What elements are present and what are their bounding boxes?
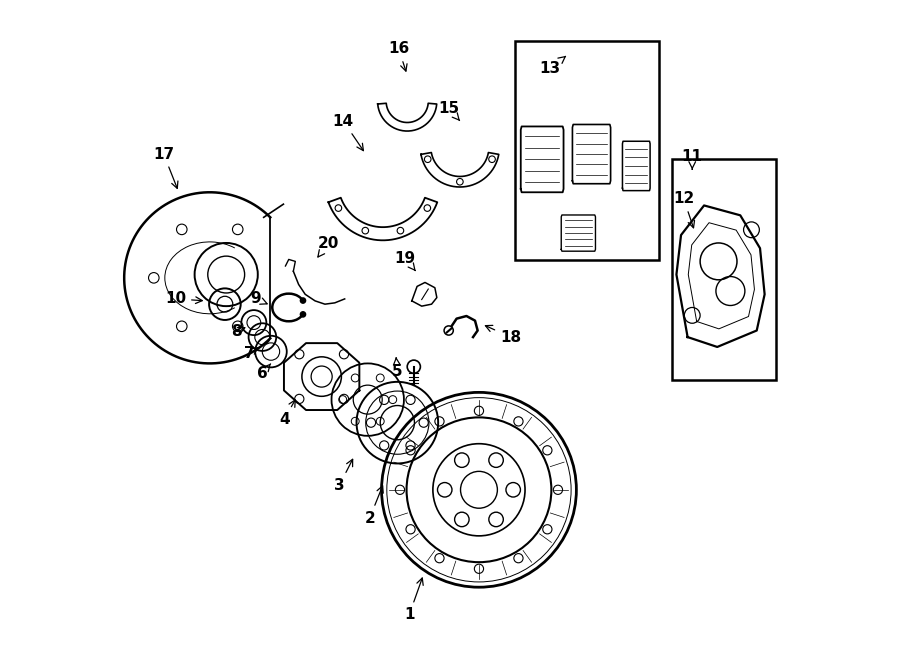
Text: 4: 4 <box>279 400 295 427</box>
Circle shape <box>407 360 420 373</box>
Bar <box>672 159 777 380</box>
Text: 11: 11 <box>681 149 703 169</box>
Bar <box>515 41 660 260</box>
Text: 14: 14 <box>333 114 364 151</box>
Polygon shape <box>572 124 610 184</box>
Text: 17: 17 <box>153 147 178 188</box>
Text: 6: 6 <box>257 364 271 381</box>
Text: 5: 5 <box>392 358 402 379</box>
Text: 2: 2 <box>364 486 383 525</box>
Text: 13: 13 <box>539 56 565 76</box>
Polygon shape <box>328 198 437 241</box>
Text: 20: 20 <box>318 236 339 257</box>
Polygon shape <box>378 103 436 131</box>
Text: 9: 9 <box>250 292 267 307</box>
Text: 8: 8 <box>230 325 245 339</box>
Polygon shape <box>623 141 650 190</box>
Polygon shape <box>521 126 563 192</box>
Text: 15: 15 <box>438 100 460 120</box>
Circle shape <box>301 298 306 303</box>
Text: 16: 16 <box>388 41 410 71</box>
Text: 10: 10 <box>165 292 202 307</box>
Text: 7: 7 <box>244 346 258 361</box>
Polygon shape <box>562 215 596 251</box>
Text: 3: 3 <box>334 459 353 492</box>
Text: 1: 1 <box>404 578 423 623</box>
Polygon shape <box>421 153 499 187</box>
Text: 19: 19 <box>395 251 416 270</box>
Circle shape <box>301 312 306 317</box>
Polygon shape <box>677 206 765 347</box>
Circle shape <box>444 326 454 335</box>
Polygon shape <box>412 282 436 306</box>
Text: 18: 18 <box>485 325 521 344</box>
Text: 12: 12 <box>673 191 695 228</box>
